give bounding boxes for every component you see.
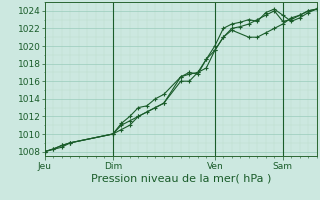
- X-axis label: Pression niveau de la mer( hPa ): Pression niveau de la mer( hPa ): [91, 173, 271, 183]
